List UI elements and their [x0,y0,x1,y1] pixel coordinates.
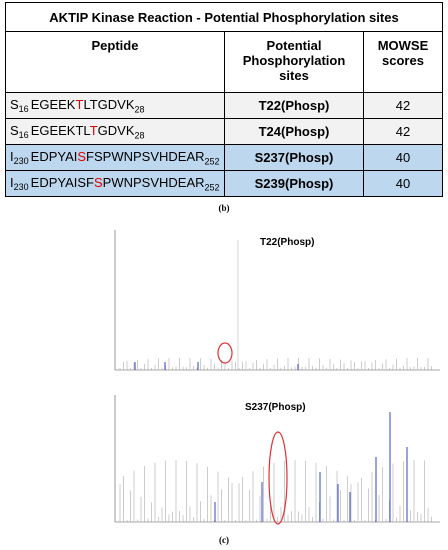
caption: (b) [218,203,230,213]
highlight [217,342,233,364]
peptide-part: I [10,148,14,164]
peptide-cell: S16 EGEEKTLTGDVK28 [5,92,225,119]
peptide-part: 230 [13,156,29,167]
peptide-part: 252 [204,156,220,167]
peptide-cell: I230 EDPYAISFSPWNPSVHDEAR252 [5,144,225,171]
score-cell: 42 [363,118,443,145]
peptide-part: 252 [204,182,220,193]
peptide-part: 230 [13,182,29,193]
peptide-part: T [89,122,98,138]
spectrum-label: S237(Phosp) [245,402,306,413]
table-title: AKTIP Kinase Reaction - Potential Phosph… [5,2,443,32]
peptide-part: PWNPSVHDEAR [102,174,205,190]
highlight [268,431,288,525]
header-row: Peptide Potential Phosphorylation sites MO… [5,31,443,93]
table: AKTIP Kinase Reaction - Potential Phosph… [5,2,443,197]
peptide-part: S [10,122,19,138]
score-cell: 40 [363,170,443,197]
site-cell: S237(Phosp) [224,144,364,171]
table-row: I230 EDPYAISFSPWNPSVHDEAR252 S239(Phosp) 40 [5,170,443,197]
peptide-part: 16 [18,130,29,141]
table-row: I230 EDPYAISFSPWNPSVHDEAR252 S237(Phosp) 40 [5,144,443,171]
peptide-part: S [77,148,87,164]
peptide-part: EDPYAISF [30,174,94,190]
peptide-cell: S16 EGEEKTLTGDVK28 [5,118,225,145]
peptide-part: S [94,174,103,190]
peptide-part: EGEEK [30,96,76,112]
peptide-part: EDPYAI [30,148,78,164]
header-cell: MOWSE scores [363,31,443,93]
peptide-part: I [10,174,14,190]
peptide-part: S [10,96,19,112]
peptide-part: 28 [134,130,145,141]
caption: (c) [219,535,229,545]
peptide-part: 28 [134,104,145,115]
score-cell: 42 [363,92,443,119]
peptide-part: T [75,96,84,112]
peptide-part: LTGDVK [83,96,135,112]
peptide-part: FSPWNPSVHDEAR [86,148,205,164]
peptide-cell: I230 EDPYAISFSPWNPSVHDEAR252 [5,170,225,197]
peptide-part: EGEEKTL [30,122,90,138]
table-row: S16 EGEEKTLTGDVK28 T24(Phosp) 42 [5,118,443,145]
site-cell: S239(Phosp) [224,170,364,197]
spectrum-label: T22(Phosp) [260,237,314,248]
peptide-part: 16 [18,104,29,115]
peptide-part: GDVK [97,122,135,138]
header-cell: Peptide [5,31,225,93]
score-cell: 40 [363,144,443,171]
